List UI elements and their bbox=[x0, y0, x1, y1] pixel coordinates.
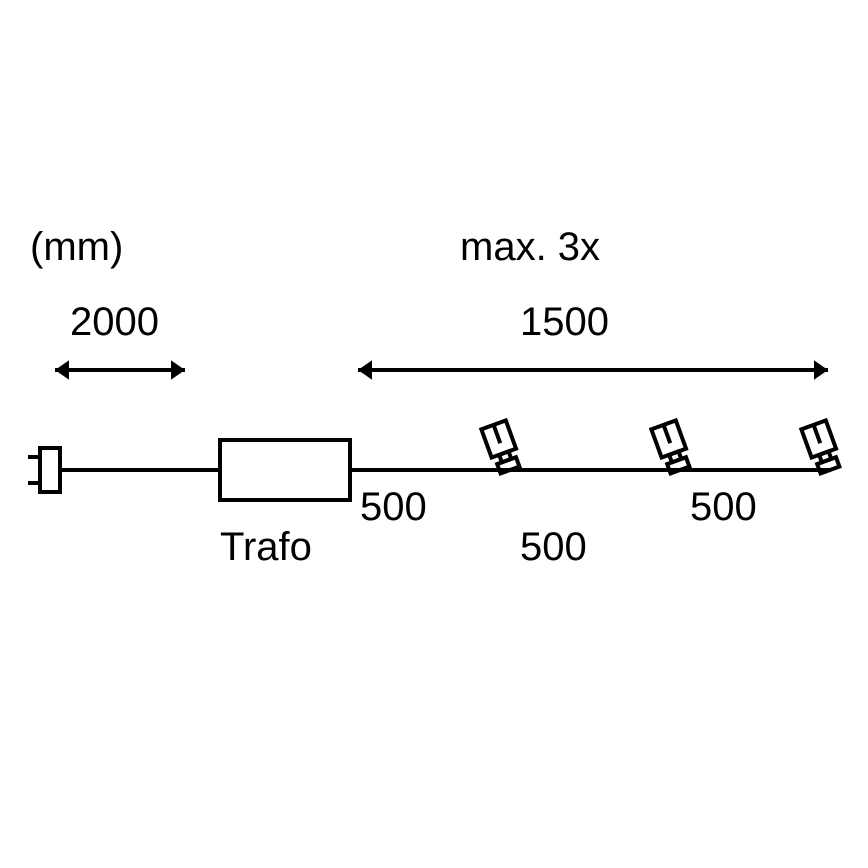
unit-label: (mm) bbox=[30, 225, 123, 269]
plug-icon bbox=[40, 448, 60, 492]
wiring-diagram: (mm) max. 3x 2000 1500 Trafo 500 500 500 bbox=[0, 0, 868, 868]
segment-label-1: 500 bbox=[360, 485, 427, 529]
light-icon bbox=[651, 420, 692, 474]
dim-lights-span: 1500 bbox=[520, 300, 609, 344]
max-count-label: max. 3x bbox=[460, 225, 600, 269]
trafo-label: Trafo bbox=[220, 525, 312, 569]
dim-plug-cable: 2000 bbox=[70, 300, 159, 344]
segment-label-3: 500 bbox=[690, 485, 757, 529]
light-icon bbox=[481, 420, 522, 474]
trafo-icon bbox=[220, 440, 350, 500]
segment-label-2: 500 bbox=[520, 525, 587, 569]
schematic-geometry bbox=[28, 360, 842, 500]
light-icon bbox=[801, 420, 842, 474]
